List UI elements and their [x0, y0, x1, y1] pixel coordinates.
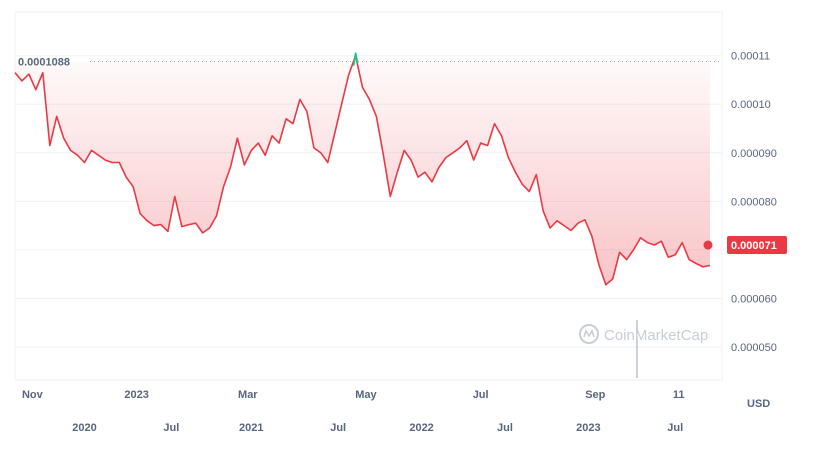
y-tick-label: 0.000050 — [731, 342, 777, 354]
current-price-label: 0.000071 — [731, 240, 777, 252]
watermark-text: CoinMarketCap — [604, 327, 708, 344]
currency-unit-label: USD — [747, 398, 770, 410]
coinmarketcap-logo-icon — [579, 324, 599, 344]
x-range-tick-label: Jul — [330, 422, 346, 434]
x-tick-label: Mar — [238, 389, 258, 401]
price-line — [14, 54, 711, 286]
x-range-tick-label: 2022 — [409, 422, 433, 434]
coinmarketcap-watermark: CoinMarketCap — [579, 324, 708, 344]
x-tick-label: Sep — [585, 389, 605, 401]
peak-segment — [352, 52, 359, 66]
x-range-tick-label: Jul — [667, 422, 683, 434]
y-tick-label: 0.000090 — [731, 148, 777, 160]
x-range-tick-label: Jul — [497, 422, 513, 434]
y-tick-label: 0.000080 — [731, 196, 777, 208]
y-tick-label: 0.00010 — [731, 99, 771, 111]
x-tick-label: Jul — [473, 389, 489, 401]
current-price-badge — [727, 236, 787, 255]
y-tick-label: 0.000060 — [731, 293, 777, 305]
x-range-tick-label: 2021 — [239, 422, 263, 434]
peak-price-label: 0.0001088 — [18, 57, 70, 69]
price-area-fill — [15, 55, 710, 285]
x-tick-label: Nov — [22, 389, 44, 401]
y-axis-ticks: 0.00011 0.00010 0.000090 0.000080 0.000060 0.… — [731, 51, 777, 354]
coinmarketcap-logo-wave — [583, 329, 595, 338]
y-tick-label: 0.00011 — [731, 51, 770, 63]
x-range-tick-label: 2023 — [576, 422, 600, 434]
x-range-tick-label: Jul — [163, 422, 179, 434]
x-range-tick-label: 2020 — [72, 422, 96, 434]
x-axis-ticks: Nov 2023 Mar May Jul Sep 11 2020 Jul 2021 Jul 2022 J… — [22, 389, 685, 434]
current-price-dot — [703, 240, 713, 250]
x-tick-label: May — [355, 389, 377, 401]
x-tick-label: 11 — [673, 389, 685, 401]
x-tick-label: 2023 — [124, 389, 148, 401]
